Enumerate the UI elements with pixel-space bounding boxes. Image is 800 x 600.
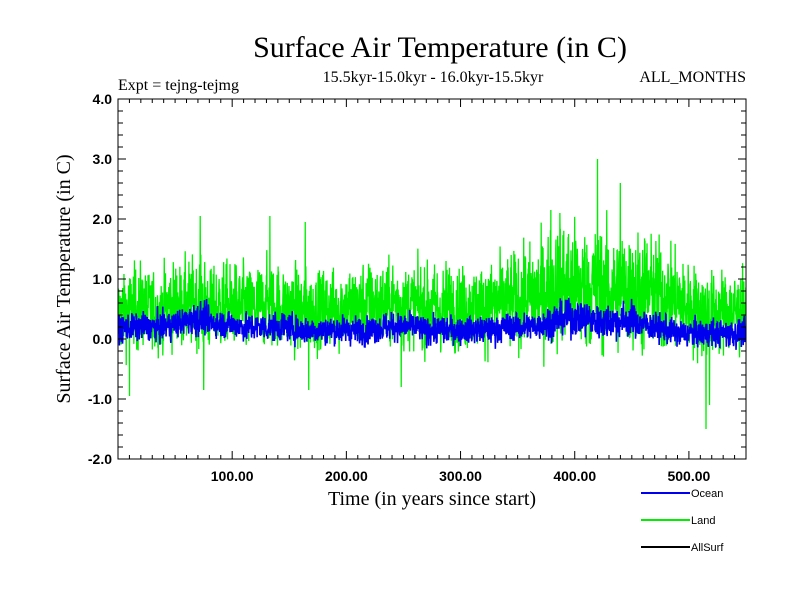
y-tick-label: 4.0	[93, 91, 113, 107]
legend-label-ocean: Ocean	[691, 488, 723, 500]
ticks-layer: 4.0 3.0 2.0 1.0 0.0 -1.0 -2.0 100.00 200.00 300.0…	[88, 91, 747, 484]
y-tick-label: 1.0	[93, 271, 113, 287]
x-tick-label: 200.00	[325, 468, 368, 484]
legend-label-land: Land	[691, 515, 715, 527]
legend-label-allsurf: AllSurf	[691, 542, 724, 554]
x-tick-label: 400.00	[553, 468, 596, 484]
y-tick-label: -1.0	[88, 391, 112, 407]
title-layer: Surface Air Temperature (in C) Expt = te…	[118, 31, 746, 94]
y-tick-label: -2.0	[88, 451, 112, 467]
months-label: ALL_MONTHS	[639, 69, 746, 86]
y-tick-label: 2.0	[93, 211, 113, 227]
period-label: 15.5kyr-15.0kyr - 16.0kyr-15.5kyr	[323, 69, 544, 86]
x-axis-label: Time (in years since start)	[328, 488, 536, 510]
x-tick-label: 500.00	[667, 468, 710, 484]
y-tick-label: 0.0	[93, 331, 113, 347]
x-tick-label: 100.00	[211, 468, 254, 484]
x-tick-label: 300.00	[439, 468, 482, 484]
series-land-line	[118, 158, 746, 430]
legend: Ocean Land AllSurf	[641, 488, 724, 554]
chart-title: Surface Air Temperature (in C)	[253, 31, 627, 64]
series-ocean-line	[118, 297, 746, 350]
y-axis-label: Surface Air Temperature (in C)	[53, 154, 75, 403]
y-tick-label: 3.0	[93, 151, 113, 167]
series-layer	[118, 158, 746, 430]
axis-labels-layer: Time (in years since start) Surface Air …	[53, 154, 536, 510]
experiment-label: Expt = tejng-tejmg	[118, 77, 239, 94]
